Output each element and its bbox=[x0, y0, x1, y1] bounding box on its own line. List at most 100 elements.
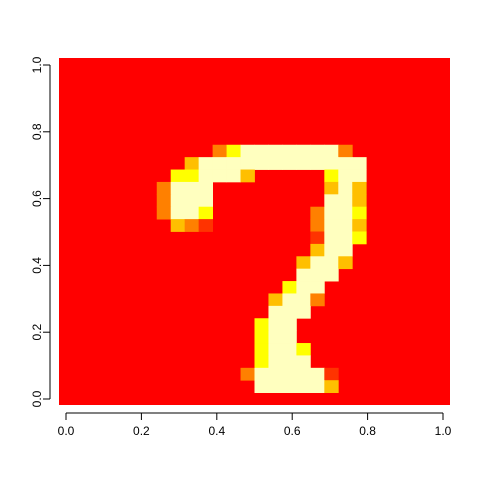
heatmap-cell bbox=[268, 343, 283, 356]
heatmap-cell bbox=[338, 169, 353, 183]
heatmap-cell bbox=[226, 144, 241, 158]
heatmap-cell bbox=[282, 355, 297, 369]
heatmap-cells bbox=[59, 58, 450, 405]
y-tick-label: 0.2 bbox=[30, 324, 44, 341]
heatmap-cell bbox=[310, 293, 325, 307]
heatmap-cell bbox=[338, 194, 353, 208]
heatmap-cell bbox=[296, 380, 311, 393]
heatmap-cell bbox=[184, 194, 200, 208]
heatmap-cell bbox=[240, 144, 255, 158]
heatmap-cell bbox=[310, 380, 325, 393]
heatmap-cell bbox=[254, 343, 269, 356]
heatmap-cell bbox=[324, 206, 339, 220]
heatmap-cell bbox=[352, 169, 367, 183]
heatmap-cell bbox=[352, 181, 367, 195]
heatmap-cell bbox=[212, 144, 227, 158]
heatmap-cell bbox=[296, 293, 311, 307]
heatmap-cell bbox=[352, 231, 367, 245]
heatmap-cell bbox=[268, 367, 283, 381]
heatmap-cell bbox=[170, 219, 186, 232]
heatmap-cell bbox=[310, 367, 325, 381]
heatmap-cell bbox=[240, 367, 255, 381]
x-tick-label: 0.8 bbox=[359, 424, 376, 438]
heatmap-cell bbox=[324, 219, 339, 232]
x-tick-label: 0.2 bbox=[133, 424, 150, 438]
heatmap-cell bbox=[296, 355, 311, 369]
heatmap-cell bbox=[268, 293, 283, 307]
heatmap-cell bbox=[296, 281, 311, 294]
heatmap-cell bbox=[324, 367, 339, 381]
heatmap-cell bbox=[352, 206, 367, 220]
heatmap-cell bbox=[254, 367, 269, 381]
x-tick-label: 0.0 bbox=[58, 424, 75, 438]
heatmap-cell bbox=[324, 243, 339, 257]
heatmap-cell bbox=[268, 330, 283, 344]
heatmap-cell bbox=[338, 144, 353, 158]
heatmap-cell bbox=[352, 194, 367, 208]
heatmap-cell bbox=[240, 157, 255, 170]
heatmap-cell bbox=[338, 157, 353, 170]
heatmap-cell bbox=[226, 157, 241, 170]
heatmap-cell bbox=[268, 157, 283, 170]
heatmap-cell bbox=[282, 157, 297, 170]
heatmap-cell bbox=[156, 181, 172, 195]
heatmap-cell bbox=[254, 380, 269, 393]
x-tick-label: 0.4 bbox=[208, 424, 225, 438]
heatmap-cell bbox=[212, 169, 227, 183]
heatmap-cell bbox=[310, 206, 325, 220]
heatmap-cell bbox=[226, 169, 241, 183]
heatmap-cell bbox=[324, 380, 339, 393]
heatmap-cell bbox=[296, 268, 311, 282]
heatmap-cell bbox=[240, 169, 255, 183]
heatmap-cell bbox=[198, 169, 213, 183]
y-tick-label: 0.6 bbox=[30, 190, 44, 207]
heatmap-cell bbox=[254, 355, 269, 369]
heatmap-cell bbox=[296, 157, 311, 170]
heatmap-cell bbox=[282, 380, 297, 393]
heatmap-cell bbox=[184, 169, 200, 183]
heatmap-cell bbox=[310, 243, 325, 257]
heatmap-cell bbox=[324, 169, 339, 183]
heatmap-cell bbox=[184, 181, 200, 195]
heatmap-cell bbox=[338, 181, 353, 195]
heatmap-cell bbox=[338, 206, 353, 220]
heatmap-cell bbox=[310, 281, 325, 294]
heatmap-cell bbox=[282, 305, 297, 319]
heatmap-cell bbox=[310, 231, 325, 245]
heatmap-cell bbox=[198, 219, 213, 232]
heatmap-cell bbox=[170, 194, 186, 208]
heatmap-cell bbox=[324, 256, 339, 270]
heatmap-cell bbox=[310, 157, 325, 170]
heatmap-cell bbox=[324, 194, 339, 208]
heatmap-cell bbox=[198, 181, 213, 195]
heatmap-cell bbox=[198, 157, 213, 170]
y-tick-label: 0.8 bbox=[30, 123, 44, 140]
heatmap-cell bbox=[352, 219, 367, 232]
heatmap-cell bbox=[282, 330, 297, 344]
heatmap-cell bbox=[324, 181, 339, 195]
heatmap-cell bbox=[212, 157, 227, 170]
heatmap-cell bbox=[296, 305, 311, 319]
heatmap-cell bbox=[282, 318, 297, 332]
y-tick-label: 0.4 bbox=[30, 257, 44, 274]
heatmap-cell bbox=[310, 268, 325, 282]
heatmap-cell bbox=[254, 157, 269, 170]
heatmap-cell bbox=[268, 144, 283, 158]
heatmap-cell bbox=[268, 305, 283, 319]
y-tick-label: 1.0 bbox=[30, 56, 44, 73]
heatmap-cell bbox=[254, 144, 269, 158]
heatmap-cell bbox=[184, 219, 200, 232]
heatmap-cell bbox=[282, 293, 297, 307]
heatmap-cell bbox=[282, 144, 297, 158]
heatmap-cell bbox=[170, 181, 186, 195]
heatmap-cell bbox=[310, 256, 325, 270]
heatmap-cell bbox=[282, 343, 297, 356]
heatmap-cell bbox=[268, 380, 283, 393]
heatmap-cell bbox=[296, 256, 311, 270]
heatmap-cell bbox=[338, 243, 353, 257]
heatmap-cell bbox=[254, 330, 269, 344]
heatmap-cell bbox=[282, 281, 297, 294]
heatmap-cell bbox=[268, 318, 283, 332]
heatmap-cell bbox=[198, 194, 213, 208]
